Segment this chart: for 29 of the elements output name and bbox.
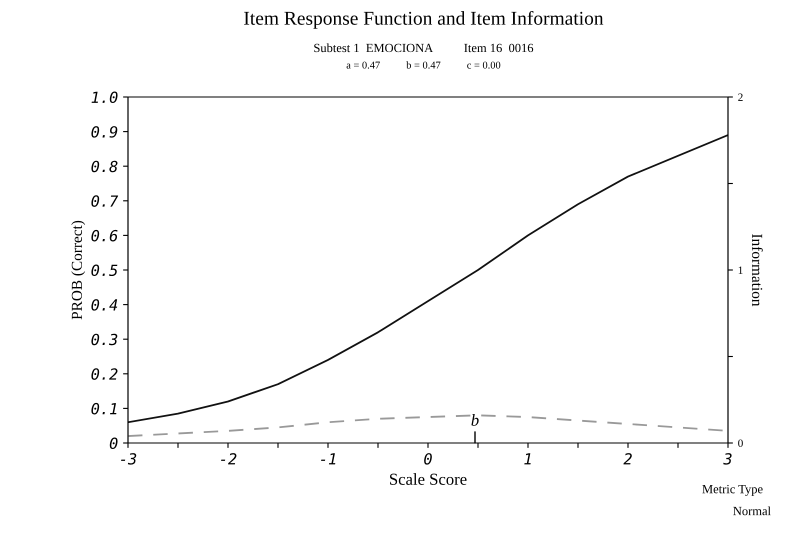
x-tick-label: 0 xyxy=(424,453,432,465)
y-tick-label: 0.5 xyxy=(91,264,118,276)
x-tick-label: 2 xyxy=(623,453,632,464)
y-tick-label: 0.2 xyxy=(91,368,118,380)
y-tick-label: 0.8 xyxy=(91,160,118,172)
y-tick-label: 0.7 xyxy=(91,195,118,207)
y-tick-label: 0.4 xyxy=(91,299,118,311)
x-tick-label: 1 xyxy=(524,453,531,464)
x-tick-label: 3 xyxy=(723,453,732,465)
y-tick-label: 0.3 xyxy=(91,334,118,346)
y-tick-label: 0.6 xyxy=(91,230,118,242)
y2-tick-label: 1 xyxy=(738,266,743,274)
x-axis-title: Scale Score xyxy=(390,473,467,485)
y-axis-title: PROB (Correct) xyxy=(71,220,86,320)
x-tick-label: -2 xyxy=(221,453,236,464)
y-tick-label: 0.9 xyxy=(91,126,118,138)
x-tick-label: -1 xyxy=(321,453,336,464)
y-tick-label: 1.0 xyxy=(92,92,118,104)
text: Normal xyxy=(733,506,771,516)
y-tick-label: 0 xyxy=(110,438,118,450)
x-tick-label: -3 xyxy=(121,453,136,465)
y2-tick-label: 0 xyxy=(738,439,743,447)
y-tick-label: 0.1 xyxy=(91,402,116,414)
annotation: b xyxy=(471,414,479,426)
y2-tick-label: 2 xyxy=(738,93,743,101)
chart-subtitle: Subtest 1 EMOCIONA Item 16 0016 a = 0.47 b = 0.47 c = 0.00 xyxy=(314,43,534,69)
chart-title: Item Response Function and Item Information xyxy=(244,10,604,29)
y2-axis-title: Information xyxy=(752,234,763,306)
text: Metric Type xyxy=(702,484,763,496)
